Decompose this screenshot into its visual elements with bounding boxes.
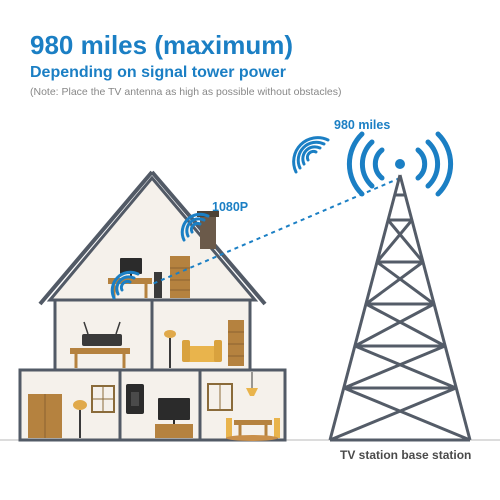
signal-wave-range	[294, 138, 328, 172]
diagram-canvas	[0, 0, 500, 500]
tower-beacon	[395, 159, 405, 169]
tower	[330, 175, 470, 440]
